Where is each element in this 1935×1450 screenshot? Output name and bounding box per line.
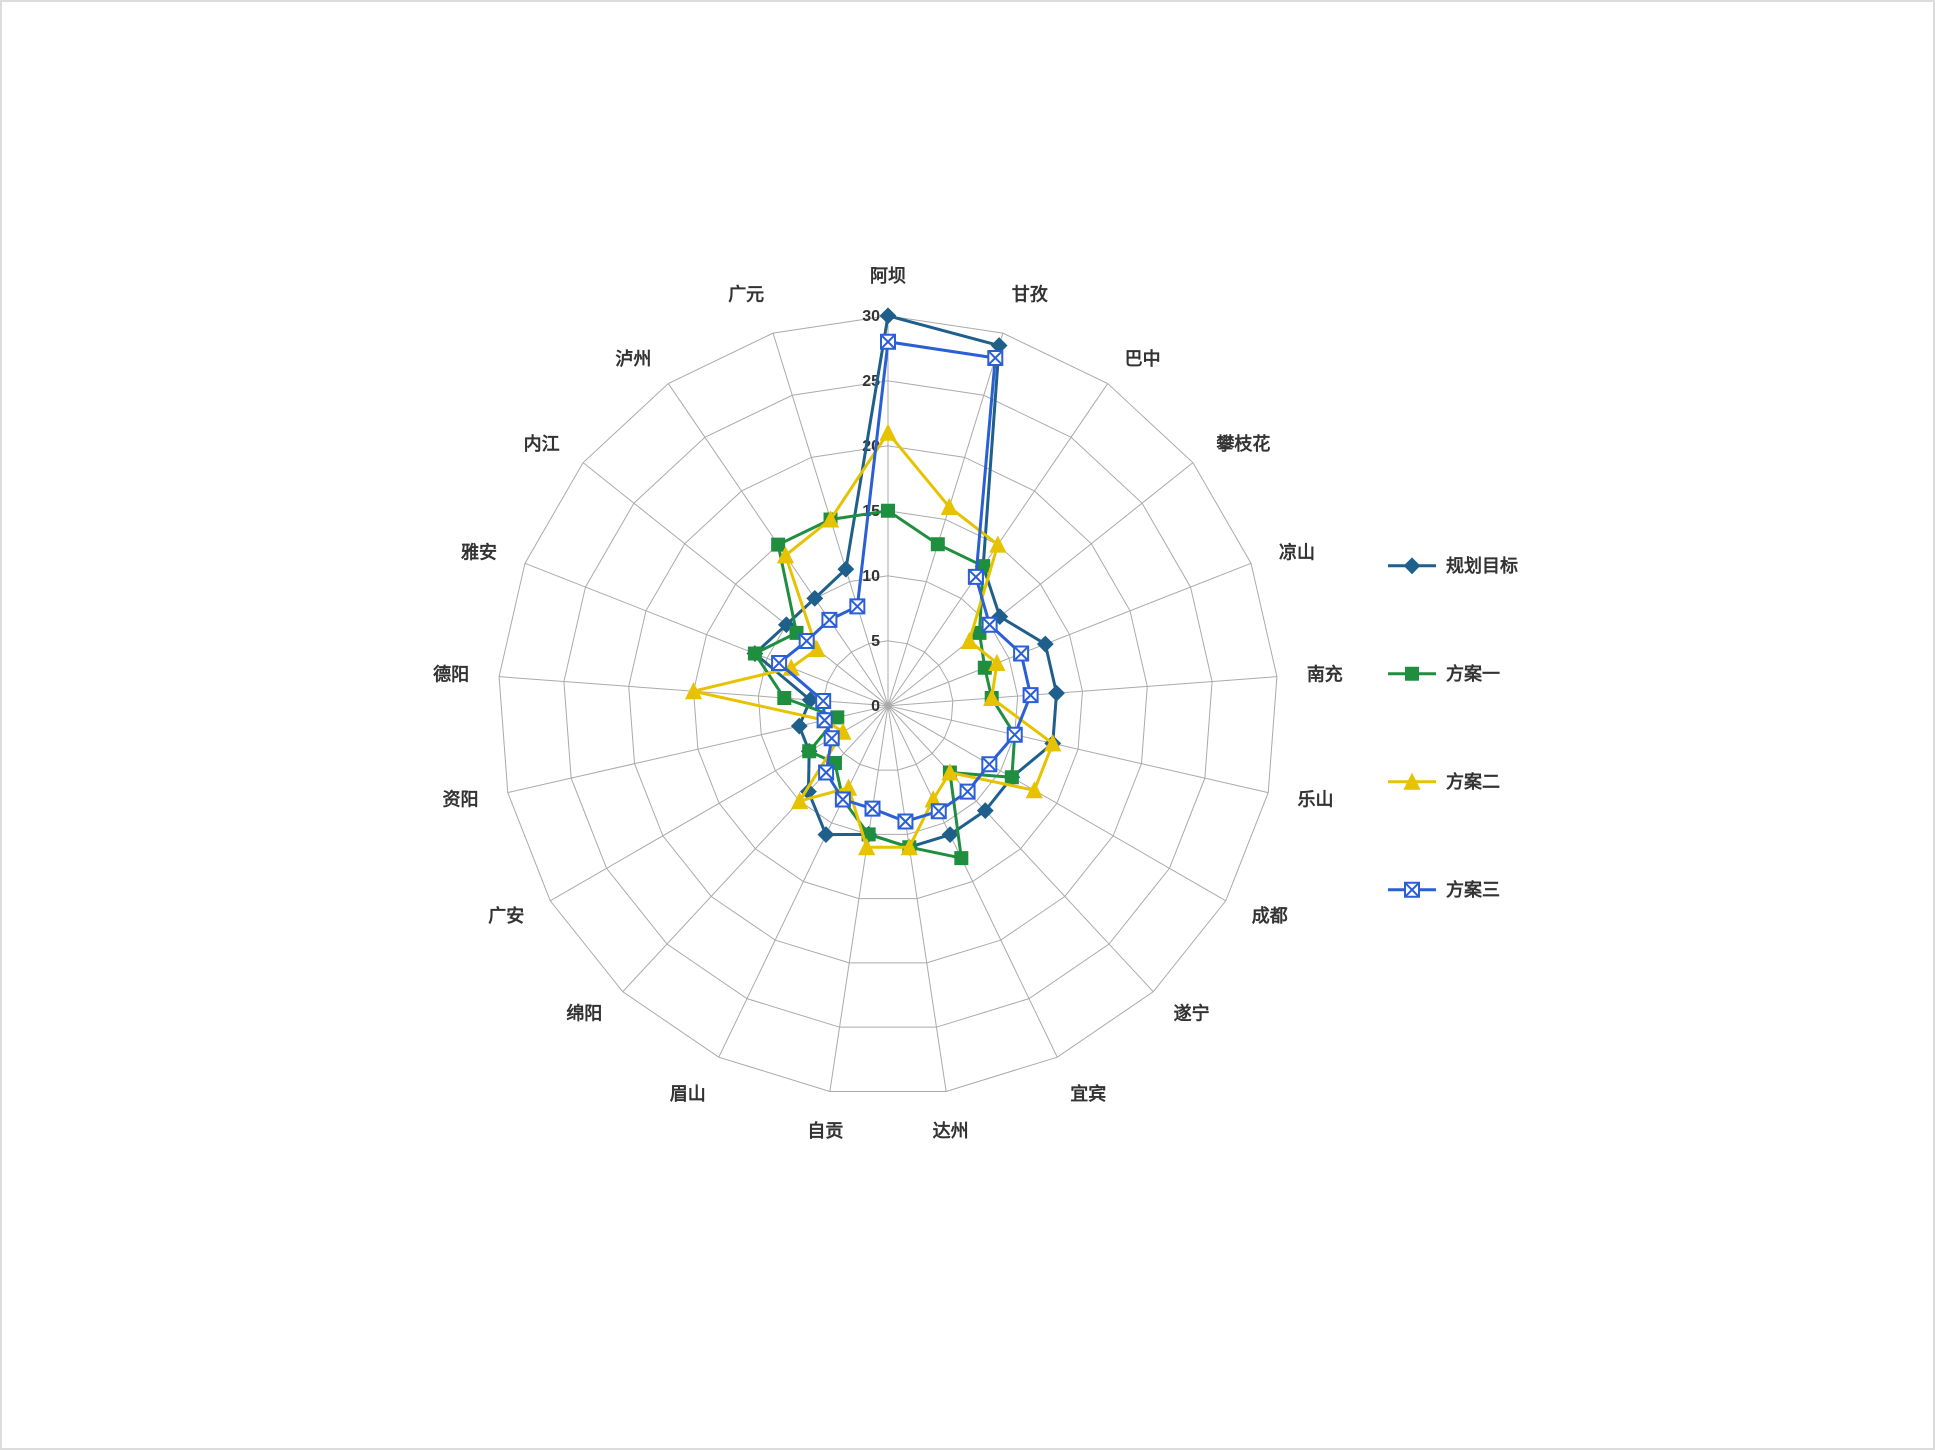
svg-text:泸州: 泸州 <box>615 349 651 369</box>
svg-text:规划目标: 规划目标 <box>1446 555 1518 576</box>
radar-chart: 051015202530阿坝甘孜巴中攀枝花凉山南充乐山成都遂宁宜宾达州自贡眉山绵… <box>328 226 1608 1186</box>
svg-text:德阳: 德阳 <box>433 663 469 684</box>
svg-text:遂宁: 遂宁 <box>1173 1003 1209 1024</box>
svg-text:眉山: 眉山 <box>669 1084 705 1104</box>
svg-text:攀枝花: 攀枝花 <box>1215 433 1270 454</box>
svg-text:方案三: 方案三 <box>1446 879 1500 900</box>
svg-text:广安: 广安 <box>488 905 524 926</box>
svg-text:0: 0 <box>871 698 880 715</box>
svg-text:方案二: 方案二 <box>1446 771 1500 792</box>
svg-text:成都: 成都 <box>1251 905 1287 926</box>
svg-text:内江: 内江 <box>523 433 559 454</box>
svg-text:自贡: 自贡 <box>807 1120 843 1141</box>
svg-text:达州: 达州 <box>932 1120 968 1141</box>
svg-text:5: 5 <box>871 633 880 650</box>
svg-text:30: 30 <box>862 308 880 325</box>
svg-text:凉山: 凉山 <box>1278 541 1314 562</box>
svg-text:甘孜: 甘孜 <box>1011 283 1048 304</box>
svg-text:雅安: 雅安 <box>460 541 497 562</box>
chart-frame: 051015202530阿坝甘孜巴中攀枝花凉山南充乐山成都遂宁宜宾达州自贡眉山绵… <box>0 0 1935 1450</box>
svg-text:10: 10 <box>862 568 880 585</box>
svg-text:阿坝: 阿坝 <box>870 266 906 286</box>
svg-text:方案一: 方案一 <box>1446 663 1500 684</box>
svg-text:宜宾: 宜宾 <box>1070 1083 1106 1104</box>
svg-text:广元: 广元 <box>728 283 764 304</box>
svg-text:资阳: 资阳 <box>442 788 478 809</box>
svg-text:乐山: 乐山 <box>1297 789 1333 809</box>
svg-text:南充: 南充 <box>1306 663 1342 684</box>
svg-text:巴中: 巴中 <box>1124 348 1160 369</box>
svg-text:绵阳: 绵阳 <box>566 1003 602 1024</box>
